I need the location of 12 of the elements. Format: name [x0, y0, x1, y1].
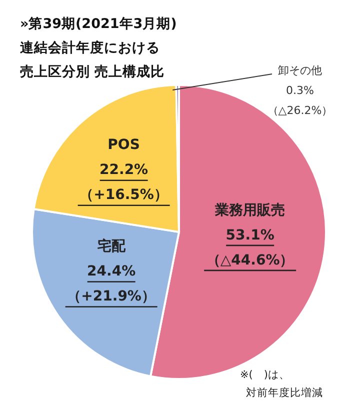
text: ※( )は、 [240, 368, 290, 383]
slice-label: 業務用販売 [214, 202, 286, 218]
data-label: 22.2% （+16.5%） [80, 162, 168, 204]
data-label: 53.1% （△44.6%） [206, 227, 294, 268]
slice-label: 宅配 [97, 238, 126, 255]
data-label: 0.3% （△26.2%） [267, 84, 333, 117]
chart-title: »第39期(2021年3月期) [20, 15, 177, 34]
slice-label: POS [108, 137, 140, 154]
slice-label: 卸その他 [278, 64, 322, 77]
data-label: 24.4% （+21.9%） [67, 264, 156, 305]
chart-subtitle: 連結会計年度における売上区分別 売上構成比 [20, 39, 166, 82]
text: 対前年度比増減 [246, 386, 323, 401]
